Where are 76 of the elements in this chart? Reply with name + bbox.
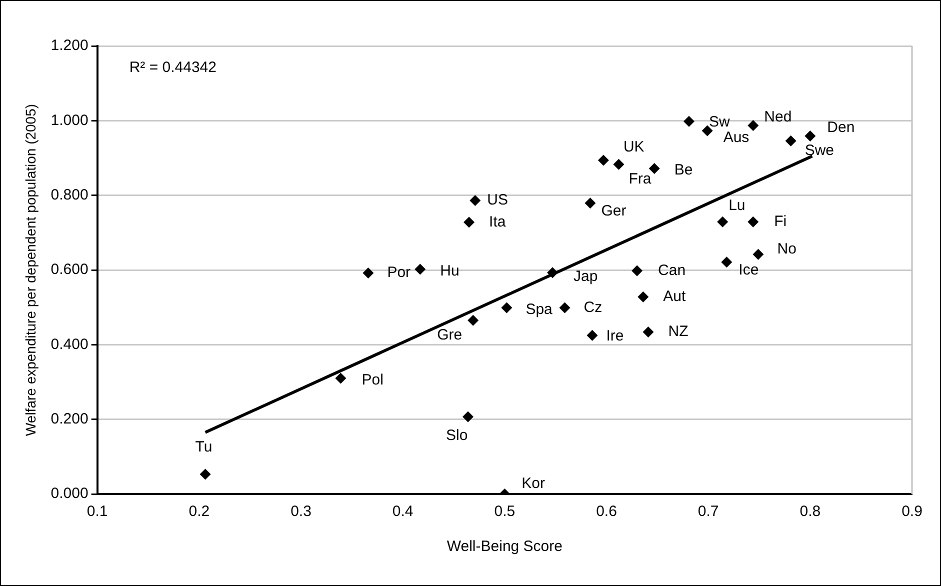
point	[683, 116, 694, 127]
x-tick-label: 0.3	[290, 503, 312, 520]
annotation: Ned	[764, 108, 792, 126]
x-tick-label: 0.8	[800, 503, 821, 520]
annotation: Kor	[522, 475, 546, 492]
x-tick-label: 0.4	[392, 503, 414, 520]
point	[804, 130, 816, 142]
point	[200, 468, 211, 480]
point	[721, 256, 732, 268]
point	[414, 264, 426, 275]
point	[586, 330, 598, 341]
annotation: Ger	[601, 202, 626, 220]
x-axis-title: Well-Being Score	[446, 538, 562, 556]
point	[468, 314, 479, 326]
annotation: Aus	[723, 128, 750, 146]
annotation: UK	[623, 138, 644, 156]
point	[642, 326, 654, 338]
point	[559, 302, 570, 314]
x-tick-label: 0.6	[596, 503, 617, 520]
annotation: Fra	[628, 170, 652, 188]
point	[335, 372, 346, 384]
annotation: Jap	[574, 268, 598, 285]
point	[464, 216, 475, 228]
annotation: Ita	[489, 213, 506, 230]
point	[470, 195, 481, 206]
annotation: US	[487, 192, 508, 209]
annotation: Can	[658, 262, 686, 279]
annotation: Aut	[663, 288, 687, 306]
point	[598, 154, 609, 166]
annotation: Lu	[728, 196, 746, 214]
point	[785, 135, 796, 146]
x-tick-label: 0.7	[698, 503, 719, 520]
y-axis-title: Welfare expenditure per dependent population (2005)	[22, 104, 38, 436]
y-tick-label: 1.200	[50, 37, 88, 54]
annotation: Gre	[437, 326, 462, 344]
x-tick-label: 0.5	[494, 503, 516, 520]
x-tick-label: 0.1	[86, 503, 108, 520]
point	[613, 158, 624, 170]
annotation: Pol	[362, 371, 384, 388]
annotation: R² = 0.44342	[129, 59, 216, 76]
point	[584, 198, 596, 209]
annotation: NZ	[668, 323, 688, 340]
x-tick-label: 0.2	[188, 503, 210, 520]
annotation: Be	[674, 162, 693, 179]
point	[462, 411, 474, 422]
annotation: Ice	[738, 261, 759, 278]
annotation: Swe	[804, 142, 834, 159]
annotation: Sw	[708, 114, 730, 131]
point	[638, 291, 649, 302]
annotation: Slo	[446, 426, 468, 444]
point	[501, 302, 512, 314]
annotation: Spa	[526, 300, 554, 318]
annotation: Hu	[440, 262, 460, 280]
point	[547, 267, 558, 278]
point	[752, 248, 764, 260]
point	[702, 125, 713, 136]
point	[717, 216, 728, 228]
y-tick-label: 0.400	[50, 336, 88, 353]
y-tick-label: 0.600	[50, 261, 88, 278]
annotation: Fi	[774, 212, 787, 230]
point	[362, 267, 374, 278]
annotation: No	[777, 240, 796, 258]
y-tick-label: 0.000	[50, 485, 88, 502]
point	[632, 265, 643, 276]
annotation: Tu	[195, 438, 212, 456]
annotation: Den	[827, 119, 855, 136]
annotation: Ire	[606, 327, 624, 344]
y-tick-label: 0.800	[50, 186, 88, 204]
y-tick-label: 1.000	[50, 112, 88, 129]
y-tick-label: 0.200	[50, 410, 88, 428]
x-tick-label: 0.9	[902, 503, 922, 520]
annotation: Cz	[584, 298, 602, 316]
annotation: Por	[387, 264, 411, 282]
point	[748, 216, 759, 228]
point	[748, 120, 759, 132]
point	[648, 162, 660, 174]
